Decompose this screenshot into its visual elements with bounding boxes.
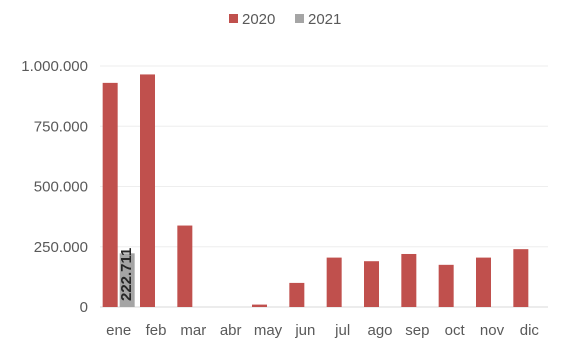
x-tick-label: ene [106, 322, 131, 339]
legend-item-2020: 2020 [229, 11, 275, 28]
bar-2020-mar [177, 225, 193, 307]
x-tick-label: nov [480, 322, 505, 339]
legend-label: 2021 [308, 11, 341, 28]
bar-2020-dic [513, 249, 529, 307]
x-tick-label: feb [146, 322, 167, 339]
x-tick-label: jun [294, 322, 315, 339]
y-tick-label: 500.000 [34, 179, 88, 196]
bar-2020-oct [438, 264, 454, 307]
x-tick-label: oct [445, 322, 466, 339]
x-tick-label: jul [334, 322, 350, 339]
x-tick-label: sep [405, 322, 429, 339]
legend-item-2021: 2021 [295, 11, 341, 28]
bar-2020-jun [289, 282, 305, 307]
legend-label: 2020 [242, 11, 275, 28]
legend-swatch [295, 14, 304, 23]
x-axis: ene feb mar abr may jun jul ago sep oct nov dic [106, 322, 539, 339]
y-axis: 0 250.000 500.000 750.000 1.000.000 [21, 58, 88, 316]
x-tick-label: abr [220, 322, 242, 339]
gridlines [100, 65, 548, 308]
bar-2020-nov [476, 257, 491, 307]
bar-2020-feb [140, 74, 155, 307]
data-labels: 222.711 [118, 248, 135, 301]
bar-2021-ene [119, 253, 135, 307]
y-tick-label: 0 [80, 299, 88, 316]
y-tick-label: 250.000 [34, 239, 88, 256]
bar-2020-sep [401, 253, 417, 307]
x-tick-label: dic [520, 322, 540, 339]
bar-2020-ene [102, 82, 118, 308]
x-tick-label: ago [367, 322, 392, 339]
bar-2020-jul [326, 257, 342, 307]
bar-2020-may [252, 304, 267, 307]
y-tick-label: 1.000.000 [21, 58, 88, 75]
legend-swatch [229, 14, 238, 23]
bar-2020-ago [364, 261, 379, 307]
x-tick-label: mar [180, 322, 206, 339]
bars [102, 74, 529, 308]
y-tick-label: 750.000 [34, 118, 88, 135]
legend: 2020 2021 [229, 11, 341, 28]
x-tick-label: may [254, 322, 283, 339]
data-label: 222.711 [118, 248, 135, 301]
